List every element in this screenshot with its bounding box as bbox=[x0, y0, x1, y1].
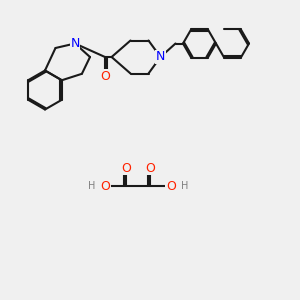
Text: O: O bbox=[121, 161, 131, 175]
Text: O: O bbox=[100, 70, 110, 83]
Text: O: O bbox=[145, 161, 155, 175]
Text: H: H bbox=[88, 181, 95, 191]
Text: O: O bbox=[100, 179, 110, 193]
Text: O: O bbox=[166, 179, 176, 193]
Text: N: N bbox=[70, 37, 80, 50]
Text: H: H bbox=[181, 181, 188, 191]
Text: N: N bbox=[156, 50, 165, 64]
